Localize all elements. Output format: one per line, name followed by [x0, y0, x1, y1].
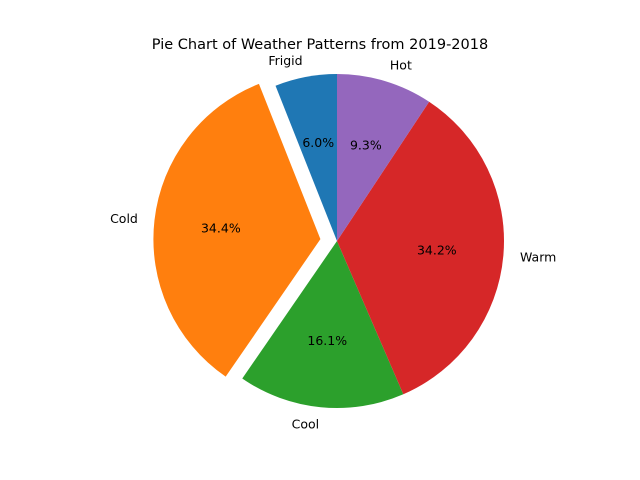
- slice-frigid: [275, 74, 337, 241]
- slice-percent-cold: 34.4%: [201, 220, 241, 235]
- slice-hot: [337, 74, 430, 241]
- slice-label-warm: Warm: [520, 250, 556, 265]
- slice-percent-cool: 16.1%: [307, 333, 347, 348]
- slice-cold: [153, 83, 321, 377]
- pie-slices: [153, 74, 504, 408]
- slice-percent-frigid: 6.0%: [302, 135, 334, 150]
- slice-label-hot: Hot: [390, 58, 412, 73]
- slice-label-frigid: Frigid: [268, 53, 302, 68]
- chart-title: Pie Chart of Weather Patterns from 2019-…: [152, 37, 488, 53]
- slice-percent-hot: 9.3%: [350, 138, 382, 153]
- slice-percent-warm: 34.2%: [417, 242, 457, 257]
- slice-label-cool: Cool: [292, 416, 320, 431]
- slice-warm: [337, 101, 504, 395]
- slice-label-cold: Cold: [110, 211, 138, 226]
- slice-cool: [242, 241, 404, 408]
- pie-labels: Frigid 6.0% Cold 34.4% Cool 16.1% Warm 34.2% Hot…: [110, 53, 556, 431]
